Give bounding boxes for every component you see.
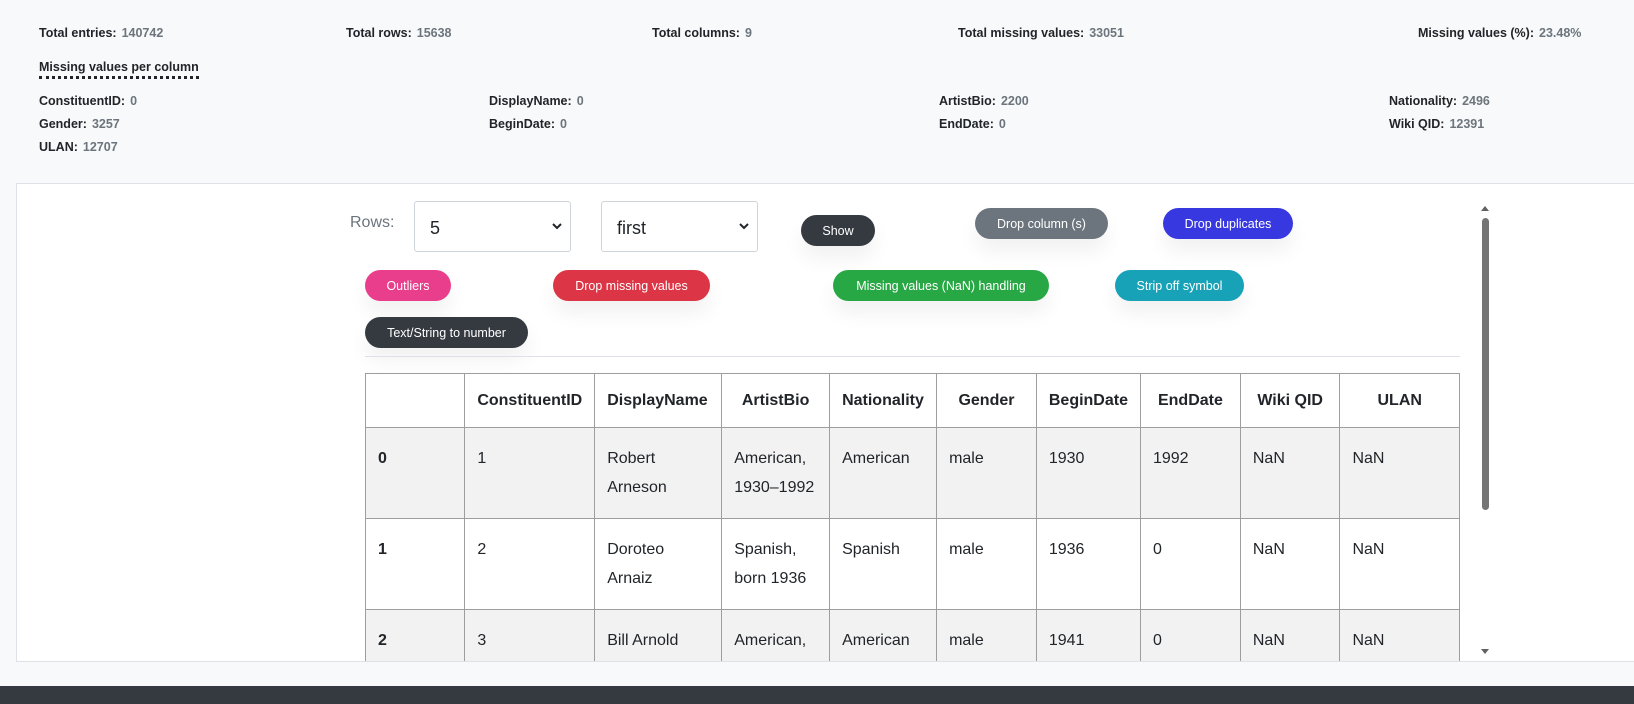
missing-constituentid: ConstituentID: 0: [39, 94, 138, 108]
table-cell: 2: [464, 518, 596, 610]
drop-column-button[interactable]: Drop column (s): [975, 208, 1108, 239]
data-panel: Rows: 5 first Show Drop column (s) Drop …: [16, 183, 1634, 662]
header-gender: Gender: [936, 373, 1037, 428]
table-cell: American: [829, 609, 938, 661]
header-constituentid: ConstituentID: [464, 373, 596, 428]
scroll-up-arrow-icon[interactable]: [1480, 204, 1490, 212]
table-cell: male: [936, 518, 1037, 610]
scroll-down-arrow-icon[interactable]: [1480, 648, 1490, 656]
table-row: 2 3 Bill Arnold American, born 1941 Amer…: [364, 609, 1460, 661]
chevron-down-icon: [552, 223, 562, 230]
missing-wikiqid: Wiki QID: 12391: [1389, 117, 1485, 131]
table-cell: 1: [364, 518, 466, 610]
table-cell: Spanish: [829, 518, 938, 610]
nan-handling-button[interactable]: Missing values (NaN) handling: [833, 270, 1049, 301]
show-button[interactable]: Show: [801, 215, 875, 246]
missing-displayname: DisplayName: 0: [489, 94, 584, 108]
outliers-button[interactable]: Outliers: [365, 270, 451, 301]
table-cell: male: [936, 609, 1037, 661]
table-cell: NaN: [1339, 609, 1460, 661]
summary-stats: Total entries: 140742 Total rows: 15638 To…: [39, 26, 1599, 44]
stat-total-entries: Total entries: 140742: [39, 26, 164, 40]
table-cell: 0: [1139, 609, 1241, 661]
data-table: ConstituentID DisplayName ArtistBio Nati…: [364, 373, 1460, 661]
table-cell: 1936: [1035, 518, 1141, 610]
missing-ulan: ULAN: 12707: [39, 140, 118, 154]
header-index: [364, 373, 466, 428]
strip-symbol-button[interactable]: Strip off symbol: [1115, 270, 1244, 301]
table-cell: 1: [464, 427, 596, 519]
header-displayname: DisplayName: [594, 373, 723, 428]
table-row: 0 1 Robert Arneson American, 1930–1992 A…: [364, 427, 1460, 519]
stat-missing-percent: Missing values (%): 23.48%: [1418, 26, 1582, 40]
table-cell: 3: [464, 609, 596, 661]
table-cell: NaN: [1339, 518, 1460, 610]
header-ulan: ULAN: [1339, 373, 1460, 428]
stat-total-rows: Total rows: 15638: [346, 26, 452, 40]
page-footer: [0, 686, 1634, 704]
table-cell: 1930: [1035, 427, 1141, 519]
missing-gender: Gender: 3257: [39, 117, 120, 131]
table-cell: American, 1930–1992: [721, 427, 831, 519]
stat-total-columns: Total columns: 9: [652, 26, 752, 40]
table-cell: male: [936, 427, 1037, 519]
text-to-number-button[interactable]: Text/String to number: [365, 317, 528, 348]
table-cell: 2: [364, 609, 466, 661]
table-cell: Doroteo Arnaiz: [594, 518, 723, 610]
table-cell: American: [829, 427, 938, 519]
table-cell: NaN: [1239, 518, 1341, 610]
table-cell: 1941: [1035, 609, 1141, 661]
missing-begindate: BeginDate: 0: [489, 117, 567, 131]
table-cell: Robert Arneson: [594, 427, 723, 519]
missing-enddate: EndDate: 0: [939, 117, 1006, 131]
missing-values-heading: Missing values per column: [39, 60, 199, 79]
rows-count-select[interactable]: 5: [414, 201, 571, 252]
chevron-down-icon: [739, 223, 749, 230]
drop-duplicates-button[interactable]: Drop duplicates: [1163, 208, 1293, 239]
missing-nationality: Nationality: 2496: [1389, 94, 1490, 108]
table-cell: 0: [1139, 518, 1241, 610]
table-cell: NaN: [1339, 427, 1460, 519]
data-table-container: ConstituentID DisplayName ArtistBio Nati…: [364, 373, 1460, 661]
rows-count-value: 5: [430, 218, 441, 238]
header-artistbio: ArtistBio: [721, 373, 831, 428]
header-wikiqid: Wiki QID: [1239, 373, 1341, 428]
rows-label: Rows:: [350, 214, 395, 231]
table-cell: 1992: [1139, 427, 1241, 519]
vertical-scrollbar[interactable]: [1480, 204, 1490, 656]
table-header-row: ConstituentID DisplayName ArtistBio Nati…: [364, 373, 1460, 428]
table-row: 1 2 Doroteo Arnaiz Spanish, born 1936 Sp…: [364, 518, 1460, 610]
divider: [365, 356, 1460, 357]
header-nationality: Nationality: [829, 373, 938, 428]
scrollbar-thumb[interactable]: [1482, 218, 1489, 510]
table-cell: Spanish, born 1936: [721, 518, 831, 610]
missing-artistbio: ArtistBio: 2200: [939, 94, 1029, 108]
header-enddate: EndDate: [1139, 373, 1241, 428]
drop-missing-values-button[interactable]: Drop missing values: [553, 270, 710, 301]
rows-position-select[interactable]: first: [601, 201, 758, 252]
table-cell: American, born 1941: [721, 609, 831, 661]
rows-position-value: first: [617, 218, 646, 238]
table-cell: NaN: [1239, 609, 1341, 661]
table-cell: 0: [364, 427, 466, 519]
table-cell: Bill Arnold: [594, 609, 723, 661]
table-cell: NaN: [1239, 427, 1341, 519]
header-begindate: BeginDate: [1035, 373, 1141, 428]
stat-total-missing: Total missing values: 33051: [958, 26, 1124, 40]
